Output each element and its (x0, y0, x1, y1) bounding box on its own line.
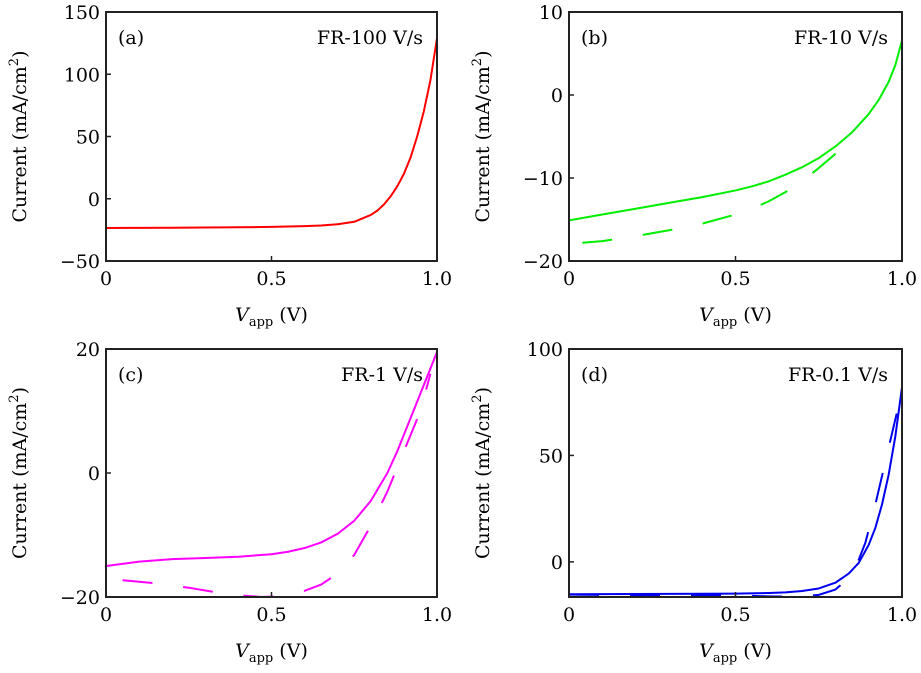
y-tick-label: −50 (60, 251, 100, 273)
x-tick-label: 0 (563, 604, 575, 626)
chart-title: FR-100 V/s (317, 27, 423, 49)
x-tick-label: 0.5 (720, 268, 750, 290)
series-reverse-line (122, 373, 432, 597)
y-tick-label: −20 (60, 587, 100, 609)
y-axis-label: Current (mA/cm2) (470, 387, 494, 559)
x-tick-label: 0.5 (720, 604, 750, 626)
series-forward-line (106, 37, 437, 230)
x-axis-label: Vapp (V) (699, 304, 772, 330)
y-tick-label: 50 (539, 445, 563, 467)
y-tick-label: 150 (64, 2, 100, 24)
panel-label: (b) (581, 27, 608, 49)
chart-title: FR-10 V/s (794, 27, 888, 49)
x-tick-label: 0.5 (256, 268, 286, 290)
y-tick-label: 0 (88, 189, 100, 211)
x-tick-label: 1.0 (422, 268, 452, 290)
y-axis-label: Current (mA/cm2) (470, 50, 494, 222)
panel-b: 0 0.5 1.0 −20 −10 0 10 (b) FR-10 V/s Vapp (V) Curr… (470, 2, 917, 330)
panel-d: 0 0.5 1.0 0 50 100 (d) FR-0.1 V/s Vapp (V) Curren… (470, 339, 917, 666)
y-tick-label: 0 (551, 552, 563, 574)
x-tick-label: 0.5 (256, 604, 286, 626)
axes-frame (105, 11, 438, 262)
y-axis-label: Current (mA/cm2) (7, 50, 31, 222)
x-tick-label: 1.0 (887, 268, 917, 290)
series-forward-line (569, 387, 902, 596)
y-tick-label: 100 (527, 339, 563, 361)
y-tick-label: 0 (88, 463, 100, 485)
x-axis-label: Vapp (V) (235, 304, 308, 330)
x-tick-label: 0 (563, 268, 575, 290)
y-tick-label: 20 (76, 339, 100, 361)
axes-frame (568, 11, 903, 262)
panel-label: (d) (581, 364, 608, 386)
x-axis-label: Vapp (V) (235, 640, 308, 666)
y-tick-label: 0 (551, 85, 563, 107)
y-tick-label: 100 (64, 64, 100, 86)
x-tick-label: 1.0 (422, 604, 452, 626)
series-reverse-line (569, 391, 902, 597)
x-axis-label: Vapp (V) (699, 640, 772, 666)
y-tick-label: −10 (523, 168, 563, 190)
chart-title: FR-1 V/s (341, 364, 423, 386)
x-tick-label: 0 (100, 604, 112, 626)
y-tick-label: −20 (523, 251, 563, 273)
series-forward-line (569, 39, 902, 222)
chart-title: FR-0.1 V/s (788, 364, 888, 386)
x-tick-label: 0 (100, 268, 112, 290)
series-forward-line (106, 351, 437, 567)
panel-label: (c) (118, 364, 143, 386)
series-reverse-line (582, 148, 843, 244)
panel-label: (a) (118, 27, 144, 49)
y-tick-label: 50 (76, 127, 100, 149)
y-axis-label: Current (mA/cm2) (7, 387, 31, 559)
y-tick-label: 10 (539, 2, 563, 24)
axes-frame (568, 348, 903, 598)
x-tick-label: 1.0 (887, 604, 917, 626)
